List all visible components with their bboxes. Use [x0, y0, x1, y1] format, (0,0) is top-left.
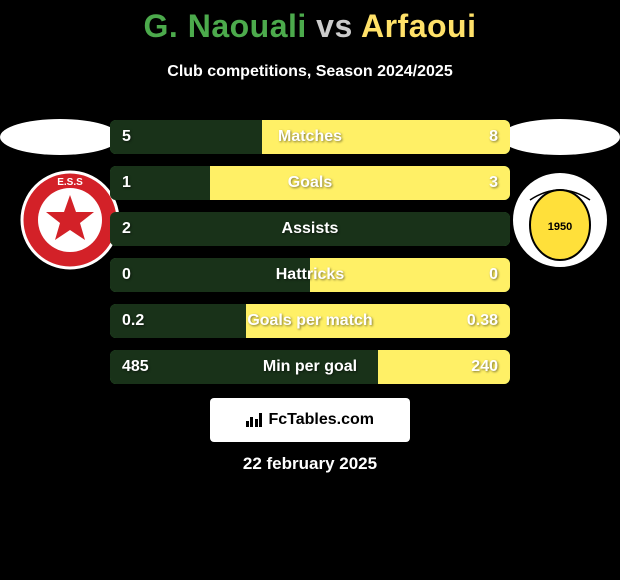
stat-value-left: 2 [122, 212, 131, 246]
stat-value-right: 8 [489, 120, 498, 154]
stat-value-left: 0 [122, 258, 131, 292]
svg-text:E.S.S: E.S.S [57, 177, 83, 188]
stat-row: Hattricks0 0 [110, 258, 510, 292]
footer-date: 22 february 2025 [0, 454, 620, 474]
stat-value-left: 1 [122, 166, 131, 200]
comparison-card: G. Naouali vs Arfaoui Club competitions,… [0, 0, 620, 580]
subtitle: Club competitions, Season 2024/2025 [0, 63, 620, 81]
stat-row: Matches5 8 [110, 120, 510, 154]
stat-label: Assists [110, 212, 510, 246]
stat-row: Min per goal485 240 [110, 350, 510, 384]
stat-label: Min per goal [110, 350, 510, 384]
brand-text: FcTables.com [268, 411, 374, 429]
stat-value-right: 0 [489, 258, 498, 292]
stat-value-right: 240 [471, 350, 498, 384]
stat-value-right: 0.38 [467, 304, 498, 338]
bars-icon [246, 413, 263, 427]
stat-value-left: 0.2 [122, 304, 144, 338]
player-avatar-right [500, 119, 620, 155]
page-title: G. Naouali vs Arfaoui [0, 0, 620, 45]
stat-row: Goals1 3 [110, 166, 510, 200]
title-player-left: G. Naouali [144, 8, 307, 44]
player-avatar-left [0, 119, 120, 155]
stat-row: Assists2 [110, 212, 510, 246]
stat-label: Matches [110, 120, 510, 154]
brand-box: FcTables.com [210, 398, 410, 442]
stats-bars: Matches5 8 Goals1 3 Assists2 Hattricks0 0 Goals… [110, 120, 510, 396]
title-player-right: Arfaoui [361, 8, 477, 44]
club-badge-right: 1950 [510, 170, 610, 270]
stat-row: Goals per match0.2 0.38 [110, 304, 510, 338]
club-badge-left: E.S.S [20, 170, 120, 270]
stat-label: Goals [110, 166, 510, 200]
svg-text:1950: 1950 [548, 221, 572, 233]
stat-label: Goals per match [110, 304, 510, 338]
stat-value-right: 3 [489, 166, 498, 200]
stat-label: Hattricks [110, 258, 510, 292]
stat-value-left: 485 [122, 350, 149, 384]
title-vs: vs [316, 8, 353, 44]
stat-value-left: 5 [122, 120, 131, 154]
